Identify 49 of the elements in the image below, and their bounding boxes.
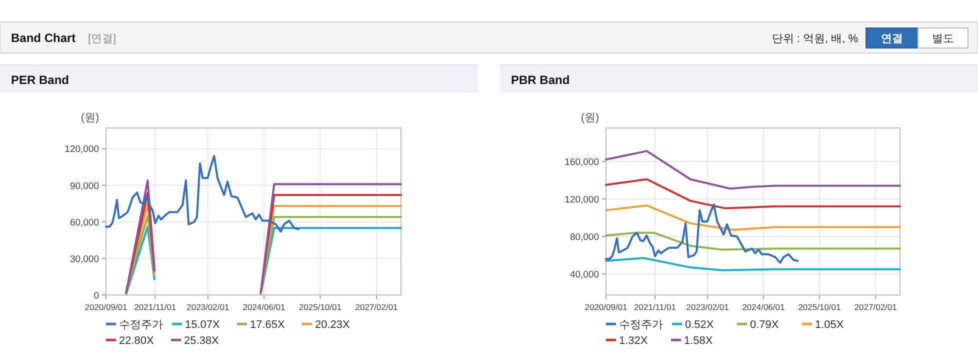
y-tick-label: 80,000 — [570, 232, 599, 243]
legend-label: 수정주가 — [119, 319, 163, 331]
legend-label: 25.38X — [184, 335, 220, 347]
x-tick-label: 2020/09/01 — [84, 302, 128, 312]
y-tick-label: 120,000 — [564, 194, 599, 206]
x-tick-label: 2023/02/01 — [686, 302, 730, 312]
x-tick-label: 2021/11/01 — [134, 302, 176, 312]
y-tick-label: 90,000 — [70, 180, 99, 192]
text: [연결] — [88, 33, 116, 45]
chart-title: PBR Band — [511, 73, 570, 87]
legend-label: 1.32X — [619, 335, 648, 347]
x-tick-label: 2024/06/01 — [242, 302, 286, 312]
line-series — [605, 178, 901, 210]
y-tick-label: 160,000 — [564, 156, 599, 168]
y-tick-label: 0 — [94, 290, 99, 302]
legend-label: 1.05X — [815, 319, 844, 331]
line-series — [605, 204, 901, 231]
x-tick-label: 2027/02/01 — [355, 302, 398, 312]
x-tick-label: 2025/10/01 — [298, 302, 342, 312]
x-tick-label: 2023/02/01 — [186, 302, 230, 312]
line-series — [105, 155, 300, 233]
line-series — [605, 150, 901, 190]
legend-label: 22.80X — [119, 335, 155, 347]
x-tick-label: 2025/10/01 — [798, 302, 842, 312]
y-axis-title: (원) — [580, 112, 600, 124]
legend-label: 1.58X — [684, 335, 714, 347]
x-tick-label: 2020/09/01 — [584, 302, 628, 312]
x-tick-label: 2027/02/01 — [854, 302, 898, 312]
legend-label: 17.65X — [250, 319, 286, 331]
legend-label: 20.23X — [315, 319, 351, 331]
y-tick-label: 60,000 — [70, 217, 99, 228]
line-series — [605, 232, 901, 251]
text: 별도 — [932, 33, 954, 45]
y-tick-label: 30,000 — [70, 254, 99, 265]
y-tick-label: 120,000 — [64, 144, 99, 156]
text: 연결 — [881, 33, 903, 45]
x-tick-label: 2021/11/01 — [634, 302, 676, 312]
legend-label: 수정주가 — [619, 319, 663, 331]
y-tick-label: 40,000 — [570, 269, 599, 280]
legend-label: 0.79X — [750, 319, 780, 331]
text: Band Chart — [11, 31, 76, 45]
legend-label: 0.52X — [685, 319, 714, 331]
chart-title: PER Band — [11, 73, 70, 87]
x-tick-label: 2024/06/01 — [742, 302, 786, 312]
legend-label: 15.07X — [185, 319, 221, 331]
y-axis-title: (원) — [80, 112, 100, 124]
text: 단위 : 억원, 배, % — [772, 33, 858, 45]
line-series — [605, 204, 799, 264]
line-series — [605, 257, 901, 272]
